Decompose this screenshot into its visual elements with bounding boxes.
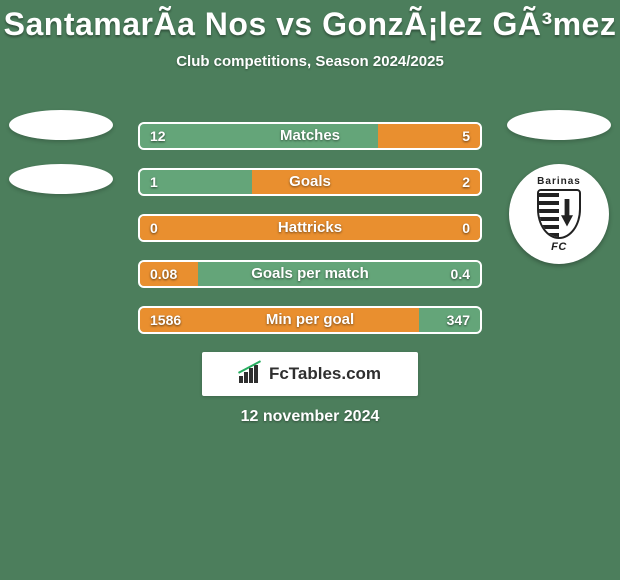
avatar-placeholder: [507, 110, 611, 140]
stat-seg-left: [140, 124, 378, 148]
stat-row: Min per goal1586347: [138, 306, 482, 334]
stat-row: Matches125: [138, 122, 482, 150]
club-badge: Barinas FC: [509, 164, 609, 264]
page-subtitle: Club competitions, Season 2024/2025: [0, 53, 620, 70]
page-title: SantamarÃ­a Nos vs GonzÃ¡lez GÃ³mez: [0, 0, 620, 43]
player-right-avatars: Barinas FC: [504, 110, 614, 264]
stat-row: Goals12: [138, 168, 482, 196]
bar-chart-trend-icon: [239, 365, 261, 383]
date-text: 12 november 2024: [0, 408, 620, 426]
stat-seg-right: [419, 308, 480, 332]
stat-seg-right: [140, 216, 480, 240]
stat-row: Hattricks00: [138, 214, 482, 242]
badge-bottom-text: FC: [551, 241, 567, 253]
stat-seg-right: [198, 262, 480, 286]
badge-top-text: Barinas: [537, 176, 581, 187]
avatar-placeholder: [9, 110, 113, 140]
stat-seg-right: [378, 124, 480, 148]
stat-row: Goals per match0.080.4: [138, 260, 482, 288]
comparison-bars: Matches125 Goals12 Hattricks00 Goals per ma…: [138, 122, 482, 352]
brand-text: FcTables.com: [269, 364, 381, 384]
stat-seg-left: [140, 170, 252, 194]
player-left-avatars: [6, 110, 116, 218]
shield-icon: [537, 189, 581, 239]
stat-seg-left: [140, 308, 419, 332]
stat-seg-left: [140, 262, 198, 286]
avatar-placeholder: [9, 164, 113, 194]
stats-card: SantamarÃ­a Nos vs GonzÃ¡lez GÃ³mez Club…: [0, 0, 620, 580]
brand-box: FcTables.com: [202, 352, 418, 396]
stat-seg-right: [252, 170, 480, 194]
